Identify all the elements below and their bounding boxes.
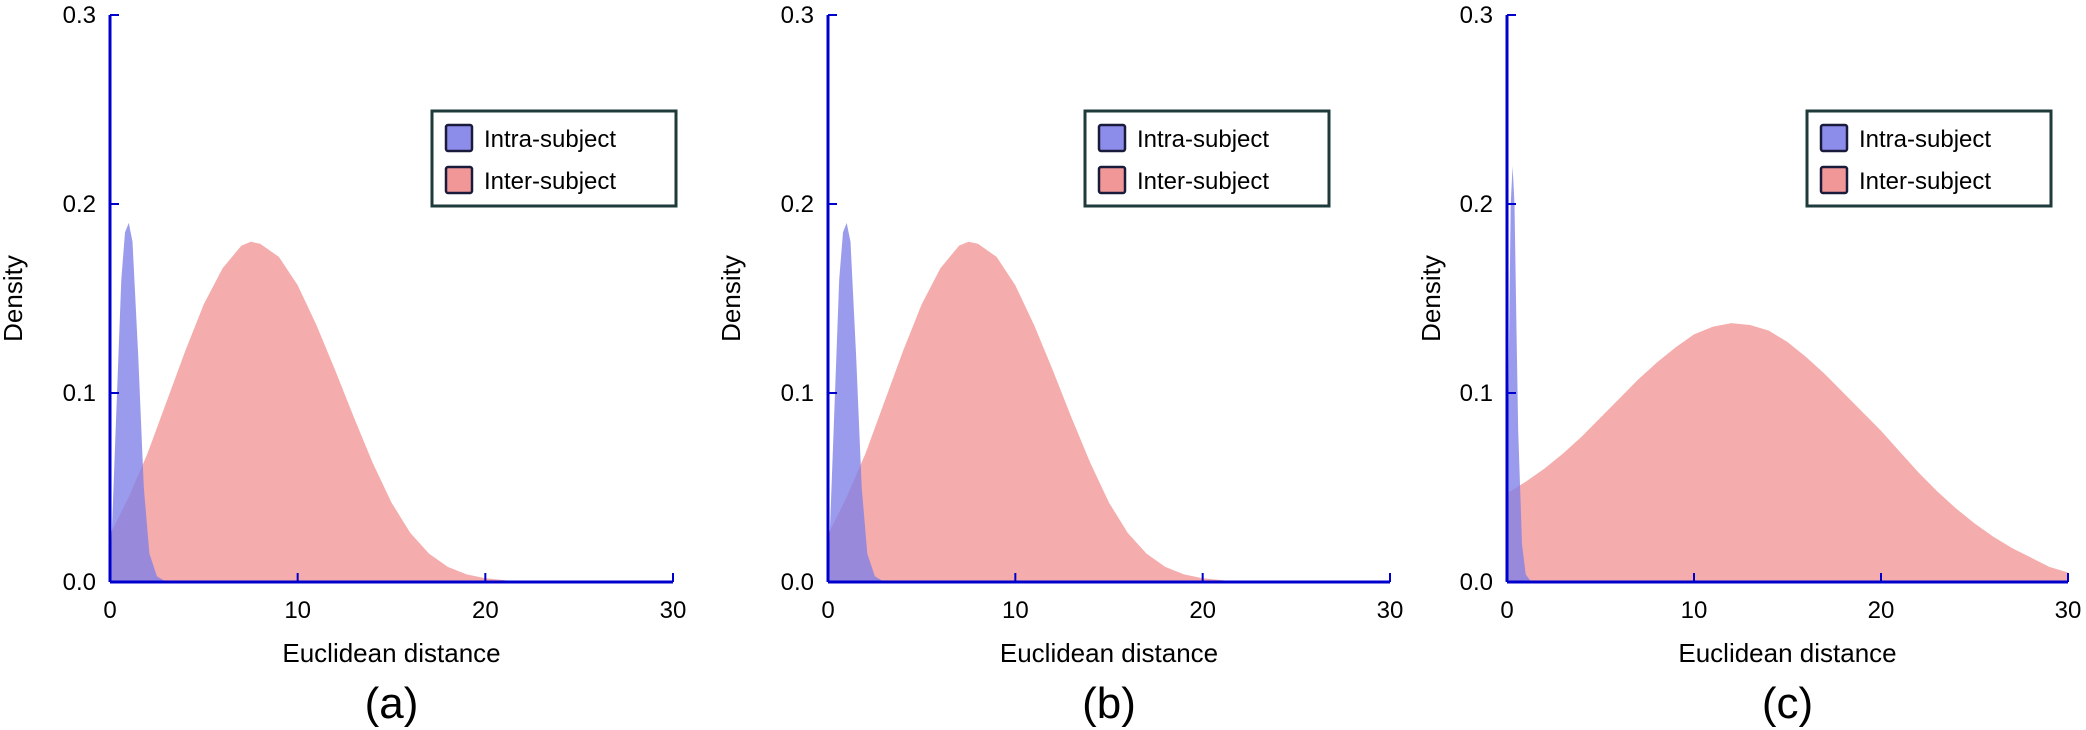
x-tick-label: 30	[1377, 597, 1404, 624]
legend-label: Inter-subject	[1137, 168, 1269, 195]
legend-swatch-inter-subject	[1819, 165, 1849, 195]
y-tick-label: 0.1	[1460, 380, 1493, 407]
legend: Intra-subject Inter-subject	[1083, 109, 1331, 208]
y-axis-title: Density	[0, 255, 28, 342]
x-tick-label: 10	[284, 597, 311, 624]
panel-label: (c)	[1762, 679, 1813, 728]
legend-swatch-intra-subject	[444, 123, 474, 153]
chart-panel-1: 0 10 20 30 0.0 0.1 0.2 0.3 Euclidean distance Den…	[0, 2, 686, 728]
y-tick-label: 0.1	[781, 380, 814, 407]
panel-label: (a)	[365, 679, 419, 728]
y-tick-label: 0.2	[1460, 191, 1493, 218]
panel-label: (b)	[1082, 679, 1136, 728]
y-tick-label: 0.0	[1460, 569, 1493, 596]
x-tick-label: 0	[1500, 597, 1513, 624]
legend-swatch-intra-subject	[1097, 123, 1127, 153]
legend-label: Inter-subject	[1859, 168, 1991, 195]
y-axis-title: Density	[1416, 255, 1446, 342]
x-tick-label: 0	[103, 597, 116, 624]
series-area-intra-subject	[1507, 166, 1532, 582]
legend-swatch-inter-subject	[1097, 165, 1127, 195]
x-axis-title: Euclidean distance	[1678, 638, 1896, 668]
legend-label: Inter-subject	[484, 168, 616, 195]
x-axis-title: Euclidean distance	[1000, 638, 1218, 668]
x-tick-label: 10	[1002, 597, 1029, 624]
chart-panel-2: 0 10 20 30 0.0 0.1 0.2 0.3 Euclidean distance Den…	[716, 2, 1403, 728]
y-tick-label: 0.3	[1460, 2, 1493, 29]
legend-swatch-intra-subject	[1819, 123, 1849, 153]
x-axis-title: Euclidean distance	[282, 638, 500, 668]
series-area-inter-subject	[110, 241, 673, 583]
x-tick-label: 30	[660, 597, 687, 624]
y-tick-label: 0.3	[63, 2, 96, 29]
x-tick-label: 20	[1868, 597, 1895, 624]
series-area-intra-subject	[110, 222, 167, 582]
x-tick-label: 0	[821, 597, 834, 624]
legend-label: Intra-subject	[1137, 126, 1269, 153]
x-tick-label: 20	[1189, 597, 1216, 624]
legend-label: Intra-subject	[1859, 126, 1991, 153]
series-area-inter-subject	[1507, 323, 2068, 582]
y-tick-label: 0.0	[781, 569, 814, 596]
y-tick-label: 0.0	[63, 569, 96, 596]
legend: Intra-subject Inter-subject	[430, 109, 678, 208]
x-tick-label: 30	[2055, 597, 2082, 624]
series-area-intra-subject	[828, 222, 885, 582]
y-tick-label: 0.3	[781, 2, 814, 29]
legend: Intra-subject Inter-subject	[1805, 109, 2053, 208]
y-tick-label: 0.2	[63, 191, 96, 218]
x-tick-label: 10	[1681, 597, 1708, 624]
series-area-inter-subject	[828, 241, 1390, 583]
x-tick-label: 20	[472, 597, 499, 624]
y-tick-label: 0.1	[63, 380, 96, 407]
y-axis-title: Density	[716, 255, 746, 342]
y-tick-label: 0.2	[781, 191, 814, 218]
chart-panel-3: 0 10 20 30 0.0 0.1 0.2 0.3 Euclidean distance Den…	[1416, 2, 2081, 728]
legend-label: Intra-subject	[484, 126, 616, 153]
legend-swatch-inter-subject	[444, 165, 474, 195]
